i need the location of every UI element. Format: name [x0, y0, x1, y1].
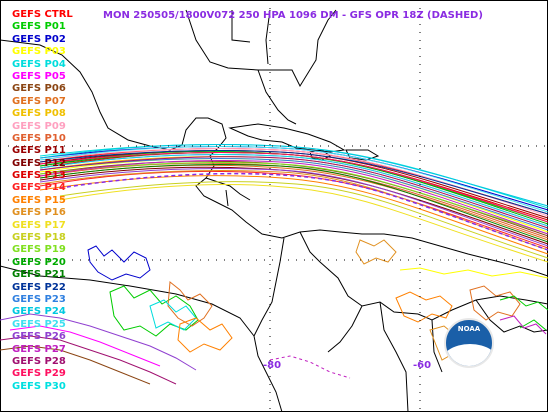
longitude-label-east: -60 [413, 360, 432, 371]
legend-item: GEFS P11 [12, 145, 66, 157]
legend-item: GEFS CTRL [12, 9, 73, 20]
legend-item: GEFS P20 [12, 256, 66, 268]
noaa-logo: NOAA [444, 318, 494, 368]
legend-item: GEFS P27 [12, 343, 66, 355]
legend-item: GEFS P08 [12, 108, 66, 120]
legend-item: GEFS P22 [12, 281, 66, 293]
legend-item: GEFS P16 [12, 207, 66, 219]
legend-item: GEFS P15 [12, 194, 66, 206]
legend-item: GEFS P29 [12, 368, 66, 380]
legend-item: GEFS P24 [12, 306, 66, 318]
coastlines [0, 9, 548, 412]
legend-item: GEFS P07 [12, 95, 66, 107]
legend-item: GEFS P09 [12, 120, 66, 132]
ensemble-contours [39, 143, 548, 263]
map-title: MON 250505/1800V072 250 HPA 1096 DM - GF… [103, 10, 483, 21]
legend-item: GEFS P23 [12, 293, 66, 305]
legend-item: GEFS P14 [12, 182, 66, 194]
legend-item: GEFS P03 [12, 46, 66, 58]
noaa-logo-wave [446, 344, 492, 366]
noaa-logo-text: NOAA [457, 325, 481, 333]
legend-item: GEFS P10 [12, 132, 66, 144]
legend-item: GEFS P12 [12, 157, 66, 169]
legend-item: GEFS P18 [12, 232, 66, 244]
legend-item: GEFS P02 [12, 33, 66, 45]
ensemble-legend: GEFS CTRL GEFS P01 GEFS P02 GEFS P03 GEFS P0… [12, 9, 73, 393]
legend-item: GEFS P19 [12, 244, 66, 256]
legend-item: GEFS P21 [12, 269, 66, 281]
legend-item: GEFS P25 [12, 318, 66, 330]
legend-item: GEFS P17 [12, 219, 66, 231]
legend-item: GEFS P26 [12, 331, 66, 343]
legend-item: GEFS P30 [12, 380, 66, 392]
longitude-label-west: -80 [263, 360, 282, 371]
legend-item: GEFS P06 [12, 83, 66, 95]
legend-item: GEFS P28 [12, 355, 66, 367]
legend-item: GEFS P05 [12, 70, 66, 82]
legend-item: GEFS P04 [12, 58, 66, 70]
legend-item: GEFS P01 [12, 21, 66, 33]
legend-item: GEFS P13 [12, 170, 66, 182]
